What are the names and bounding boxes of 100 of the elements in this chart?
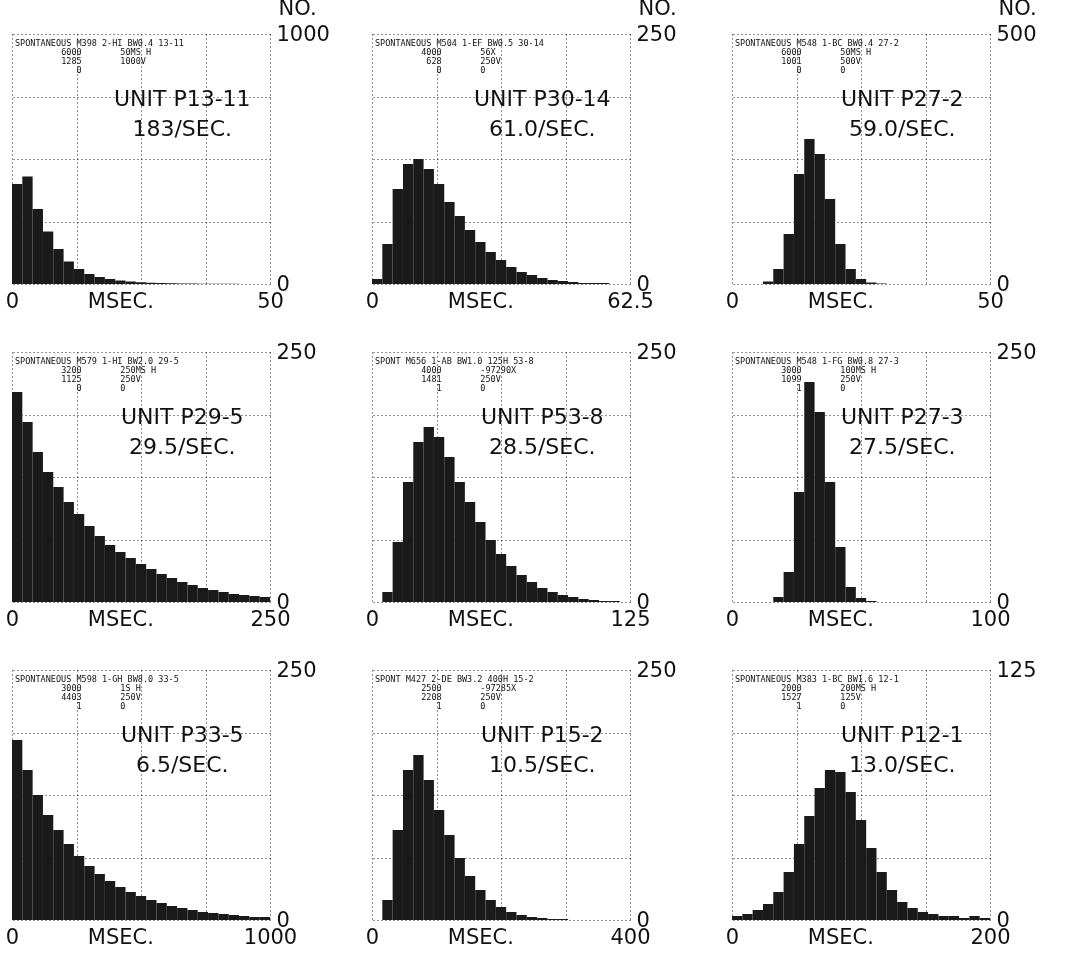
annotation: 1S H xyxy=(120,683,141,693)
y-tick-label: 250 xyxy=(276,339,317,364)
y-tick-label: 250 xyxy=(996,339,1037,364)
annotation: UNIT P15-2 xyxy=(480,722,604,747)
annotation: 3200 xyxy=(61,365,82,375)
annotation: 1000V xyxy=(120,56,146,66)
x-axis-title: MSEC. xyxy=(87,606,154,631)
annotation: 125V xyxy=(840,692,861,702)
y-tick-label: 250 xyxy=(636,21,677,46)
annotation: 0 xyxy=(480,701,486,711)
x-axis-title: MSEC. xyxy=(807,924,874,949)
x-axis-title: MSEC. xyxy=(447,288,514,313)
annotation: 628 xyxy=(426,56,442,66)
annotation: 4000 xyxy=(421,365,442,375)
x-axis-title: MSEC. xyxy=(87,288,154,313)
annotation: 1 xyxy=(436,701,442,711)
annotation: UNIT P27-3 xyxy=(840,404,964,429)
annotation: 250MS H xyxy=(120,365,157,375)
annotation: SPONTANEOUS M383 1-BC BW1.6 12-1 xyxy=(735,674,899,684)
x-axis-title: MSEC. xyxy=(447,924,514,949)
x-axis-title: MSEC. xyxy=(447,606,514,631)
annotation: 61.0/SEC. xyxy=(488,116,596,141)
annotation: 200MS H xyxy=(840,683,877,693)
annotation: UNIT P33-5 xyxy=(120,722,244,747)
annotation: 28.5/SEC. xyxy=(488,434,596,459)
annotation: 1 xyxy=(796,383,802,393)
annotation: 6000 xyxy=(61,47,82,57)
annotation: 56X xyxy=(480,47,497,57)
x-tick-label: 0 xyxy=(5,288,20,313)
x-tick-label: 0 xyxy=(725,288,740,313)
annotation: 0 xyxy=(120,701,126,711)
annotation: 0 xyxy=(480,65,486,75)
annotation: SPONTANEOUS M548 1-FG BW0.8 27-3 xyxy=(735,356,899,366)
annotation: 4000 xyxy=(421,47,442,57)
y-tick-label: 125 xyxy=(996,657,1037,682)
y-tick-label: 250 xyxy=(636,339,677,364)
annotation: 0 xyxy=(76,383,82,393)
annotation: SPONTANEOUS M548 1-BC BW0.4 27-2 xyxy=(735,38,899,48)
annotation: 1 xyxy=(76,701,82,711)
annotation: 1285 xyxy=(61,56,82,66)
annotation: 13.0/SEC. xyxy=(848,752,956,777)
annotation: 250V xyxy=(840,374,861,384)
annotation: 1099 xyxy=(781,374,802,384)
y-tick-label: 250 xyxy=(276,657,317,682)
annotation: 27.5/SEC. xyxy=(848,434,956,459)
y-tick-label: 1000 xyxy=(276,21,330,46)
x-axis-title: MSEC. xyxy=(87,924,154,949)
annotation: 500V xyxy=(840,56,861,66)
annotation: 250V xyxy=(120,692,141,702)
annotation: 2208 xyxy=(421,692,442,702)
x-tick-label: 0 xyxy=(725,606,740,631)
annotation: 0 xyxy=(840,65,846,75)
x-axis-title: MSEC. xyxy=(807,606,874,631)
annotation: SPONTANEOUS M598 1-GH BW8.0 33-5 xyxy=(15,674,179,684)
annotation: 0 xyxy=(120,383,126,393)
annotation: SPONTANEOUS M579 1-HI BW2.0 29-5 xyxy=(15,356,179,366)
annotation: 3000 xyxy=(781,365,802,375)
annotation: 250V xyxy=(480,692,501,702)
x-tick-label: 0 xyxy=(365,606,380,631)
annotation: 0 xyxy=(76,65,82,75)
annotation: 2000 xyxy=(781,683,802,693)
annotation: 0 xyxy=(796,65,802,75)
annotation: UNIT P53-8 xyxy=(480,404,604,429)
annotation: 250V xyxy=(480,374,501,384)
annotation: 1527 xyxy=(781,692,802,702)
annotation: 1 xyxy=(796,701,802,711)
annotation: SPONT M656 1-AB BW1.0 125H 53-8 xyxy=(375,356,534,366)
annotation: 1481 xyxy=(421,374,442,384)
annotation: 100MS H xyxy=(840,365,877,375)
annotation: 250V xyxy=(120,374,141,384)
annotation: 0 xyxy=(840,383,846,393)
annotation: 10.5/SEC. xyxy=(488,752,596,777)
x-tick-label: 0 xyxy=(365,924,380,949)
annotation: 3000 xyxy=(61,683,82,693)
annotation: SPONTANEOUS M504 1-EF BW0.5 30-14 xyxy=(375,38,544,48)
x-tick-label: 0 xyxy=(365,288,380,313)
annotation: -97285X xyxy=(480,683,518,693)
annotation: UNIT P30-14 xyxy=(473,86,611,111)
x-tick-label: 0 xyxy=(5,606,20,631)
annotation: 50MS H xyxy=(120,47,152,57)
annotation: 6000 xyxy=(781,47,802,57)
annotation: 0 xyxy=(840,701,846,711)
annotation: 250V xyxy=(480,56,501,66)
annotation: 2500 xyxy=(421,683,442,693)
annotation: 1001 xyxy=(781,56,802,66)
annotation: 0 xyxy=(480,383,486,393)
annotation: UNIT P12-1 xyxy=(840,722,964,747)
annotation: 1 xyxy=(436,383,442,393)
annotation: -97290X xyxy=(480,365,518,375)
annotation: 1125 xyxy=(61,374,82,384)
annotation: UNIT P13-11 xyxy=(113,86,251,111)
annotation: UNIT P27-2 xyxy=(840,86,964,111)
annotation: 0 xyxy=(436,65,442,75)
annotation: 29.5/SEC. xyxy=(128,434,236,459)
annotation: 4403 xyxy=(61,692,82,702)
x-axis-title: MSEC. xyxy=(807,288,874,313)
y-tick-label: 250 xyxy=(636,657,677,682)
annotation: 183/SEC. xyxy=(132,116,233,141)
y-tick-label: 500 xyxy=(996,21,1037,46)
annotation: 50MS H xyxy=(840,47,872,57)
